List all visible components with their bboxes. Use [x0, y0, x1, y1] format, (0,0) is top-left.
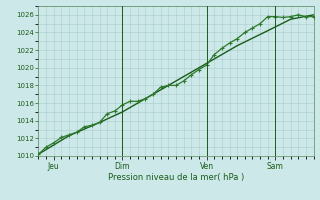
X-axis label: Pression niveau de la mer( hPa ): Pression niveau de la mer( hPa ): [108, 173, 244, 182]
